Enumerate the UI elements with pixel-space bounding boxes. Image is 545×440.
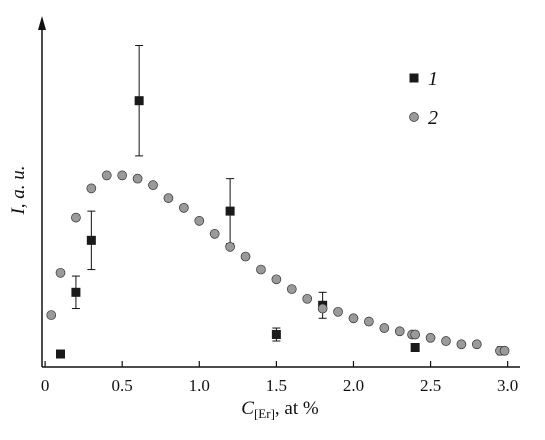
data-point-circle xyxy=(86,183,97,194)
x-axis-title: C[Er], at % xyxy=(241,398,319,421)
data-point-square xyxy=(271,330,281,340)
error-bars xyxy=(71,44,327,342)
data-point-circle xyxy=(286,284,297,294)
legend-label: 2 xyxy=(428,107,438,129)
x-tick-label: 2.5 xyxy=(420,376,441,395)
x-axis-title-sub: [Er] xyxy=(254,406,275,421)
x-tick-label: 0 xyxy=(41,376,50,395)
data-point-circle xyxy=(101,170,112,181)
x-tick-label: 1.5 xyxy=(266,376,287,395)
data-point-circle xyxy=(441,336,451,346)
data-point-circle xyxy=(471,339,482,350)
data-point-circle xyxy=(425,332,436,343)
data-point-circle xyxy=(394,326,405,337)
data-point-circle xyxy=(71,212,81,223)
data-point-square xyxy=(86,235,96,245)
y-axis-title: I, a. u. xyxy=(8,165,29,215)
data-point-circle xyxy=(163,193,174,203)
axes xyxy=(38,16,520,368)
data-point-circle xyxy=(410,329,420,340)
data-point-circle xyxy=(302,293,313,304)
x-tick-label: 1.0 xyxy=(189,376,210,395)
data-point-circle xyxy=(148,180,158,190)
data-point-square xyxy=(134,96,144,106)
data-point-circle xyxy=(132,173,143,184)
data-point-circle xyxy=(271,274,282,285)
data-point-square xyxy=(225,206,235,216)
data-point-circle xyxy=(117,170,128,181)
data-point-circle xyxy=(379,323,390,333)
data-point-circle xyxy=(317,303,328,314)
legend: 12 xyxy=(409,68,438,129)
x-axis-title-main: C xyxy=(241,398,254,419)
legend-marker-circle xyxy=(409,112,419,122)
x-tick-label: 2.0 xyxy=(343,376,364,395)
data-point-circle xyxy=(46,310,57,320)
data-point-square xyxy=(71,287,81,297)
data-point-circle xyxy=(348,313,359,324)
x-tick-label: 0.5 xyxy=(112,376,133,395)
data-point-circle xyxy=(209,228,220,239)
data-point-square xyxy=(410,343,420,353)
data-point-circle xyxy=(333,306,343,317)
legend-marker-square xyxy=(409,73,419,83)
x-tick-label: 3.0 xyxy=(497,376,518,395)
data-point-circle xyxy=(225,241,235,252)
data-point-circle xyxy=(364,316,374,327)
data-point-circle xyxy=(55,267,66,278)
data-point-square xyxy=(56,349,66,359)
data-point-circle xyxy=(179,203,189,213)
data-markers xyxy=(46,96,510,359)
y-axis-arrow-icon xyxy=(38,16,46,30)
data-point-circle xyxy=(194,216,205,226)
x-ticks: 0 0.5 1.0 1.5 2.0 2.5 3.0 xyxy=(41,361,518,395)
legend-label: 1 xyxy=(428,68,438,90)
x-axis-title-rest: , at % xyxy=(275,398,319,419)
data-point-circle xyxy=(256,264,266,275)
data-point-circle xyxy=(456,339,467,350)
data-point-circle xyxy=(499,345,510,356)
data-point-circle xyxy=(240,251,251,262)
